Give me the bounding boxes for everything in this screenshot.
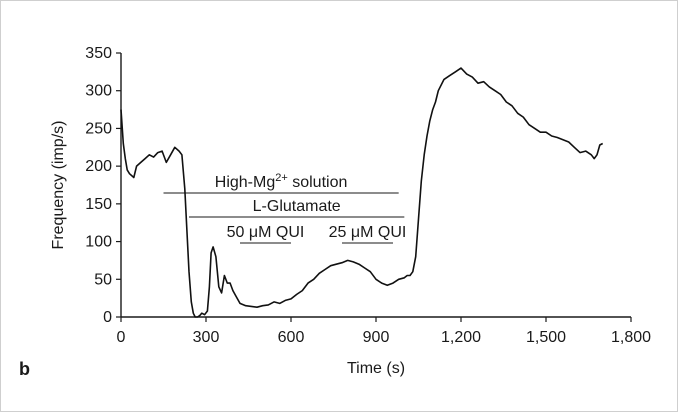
x-tick-label: 1,500 [526, 329, 566, 346]
annotations: High-Mg2+ solution L-Glutamate 50 μM QUI 25… [163, 172, 407, 244]
x-axis-title: Time (s) [347, 360, 405, 377]
annotation-label: L-Glutamate [253, 198, 341, 215]
x-tick-label: 300 [193, 329, 220, 346]
y-tick-label: 200 [85, 158, 112, 175]
y-tick-label: 250 [85, 120, 112, 137]
x-tick-label: 600 [278, 329, 305, 346]
y-axis-title: Frequency (imp/s) [50, 121, 67, 250]
y-tick-label: 300 [85, 83, 112, 100]
y-tick-label: 150 [85, 196, 112, 213]
y-tick-label: 350 [85, 45, 112, 62]
x-tick-label: 0 [117, 329, 126, 346]
frequency-series-line [120, 67, 604, 318]
annotation-label: 25 μM QUI [329, 224, 407, 241]
y-tick-label: 100 [85, 234, 112, 251]
panel-label: b [19, 359, 30, 379]
annotation-label: 50 μM QUI [227, 224, 305, 241]
x-tick-label: 1,800 [611, 329, 651, 346]
x-tick-label: 900 [363, 329, 390, 346]
annotation-label: High-Mg2+ solution [215, 172, 348, 191]
y-tick-label: 0 [103, 309, 112, 326]
y-tick-label: 50 [94, 271, 112, 288]
series-group [120, 67, 604, 318]
axes: 0 50 100 150 200 250 300 350 0 300 600 900 1,200 1,50… [85, 45, 651, 346]
x-tick-label: 1,200 [441, 329, 481, 346]
